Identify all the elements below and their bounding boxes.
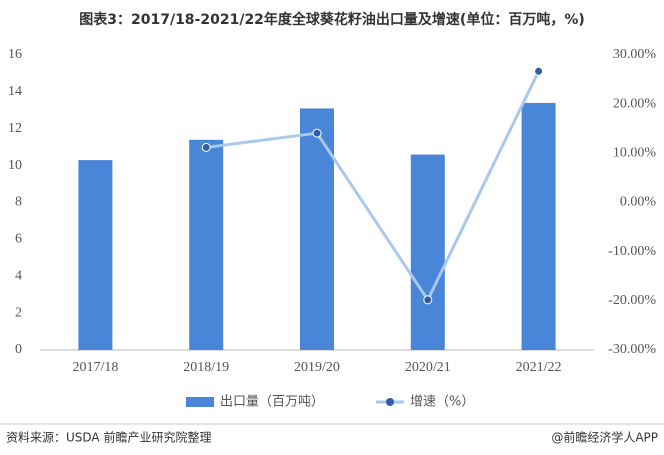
legend-swatch [186, 397, 214, 407]
y2-tick-label: 20.00% [613, 96, 657, 111]
legend-label: 出口量（百万吨） [220, 395, 324, 410]
y-tick-label: 0 [15, 342, 22, 357]
x-tick-label: 2018/19 [183, 360, 229, 375]
y-tick-label: 6 [15, 232, 22, 247]
y2-tick-label: 30.00% [613, 47, 657, 62]
y-tick-label: 4 [15, 268, 22, 283]
bar [189, 139, 224, 350]
y2-tick-label: -30.00% [608, 342, 656, 357]
line [206, 70, 540, 303]
chart-title: 图表3：2017/18-2021/22年度全球葵花籽油出口量及增速(单位：百万吨… [79, 11, 585, 28]
marker [423, 295, 433, 305]
legend-swatch [386, 398, 394, 406]
x-tick-label: 2017/18 [72, 360, 118, 375]
marker [312, 128, 322, 138]
credit: @前瞻经济学人APP [551, 430, 658, 445]
y2-tick-label: 10.00% [613, 146, 657, 161]
y-tick-label: 8 [15, 195, 22, 210]
y2-tick-label: -10.00% [608, 244, 656, 259]
bar [300, 108, 334, 350]
y2-tick-label: -20.00% [608, 293, 656, 308]
bar [521, 102, 556, 350]
x-tick-label: 2020/21 [405, 360, 451, 375]
x-tick-label: 2019/20 [294, 360, 340, 375]
legend-label: 增速（%） [410, 395, 474, 410]
marker [534, 66, 544, 76]
y2-tick-label: 0.00% [620, 195, 657, 210]
source: 资料来源：USDA 前瞻产业研究院整理 [6, 430, 211, 445]
y-tick-label: 14 [8, 84, 22, 99]
y-tick-label: 16 [8, 47, 22, 62]
bar [410, 154, 445, 350]
x-tick-label: 2021/22 [516, 360, 562, 375]
marker [201, 142, 211, 152]
y-tick-label: 12 [8, 121, 22, 136]
bar [78, 160, 113, 350]
y-tick-label: 2 [15, 305, 22, 320]
y-tick-label: 10 [8, 158, 22, 173]
